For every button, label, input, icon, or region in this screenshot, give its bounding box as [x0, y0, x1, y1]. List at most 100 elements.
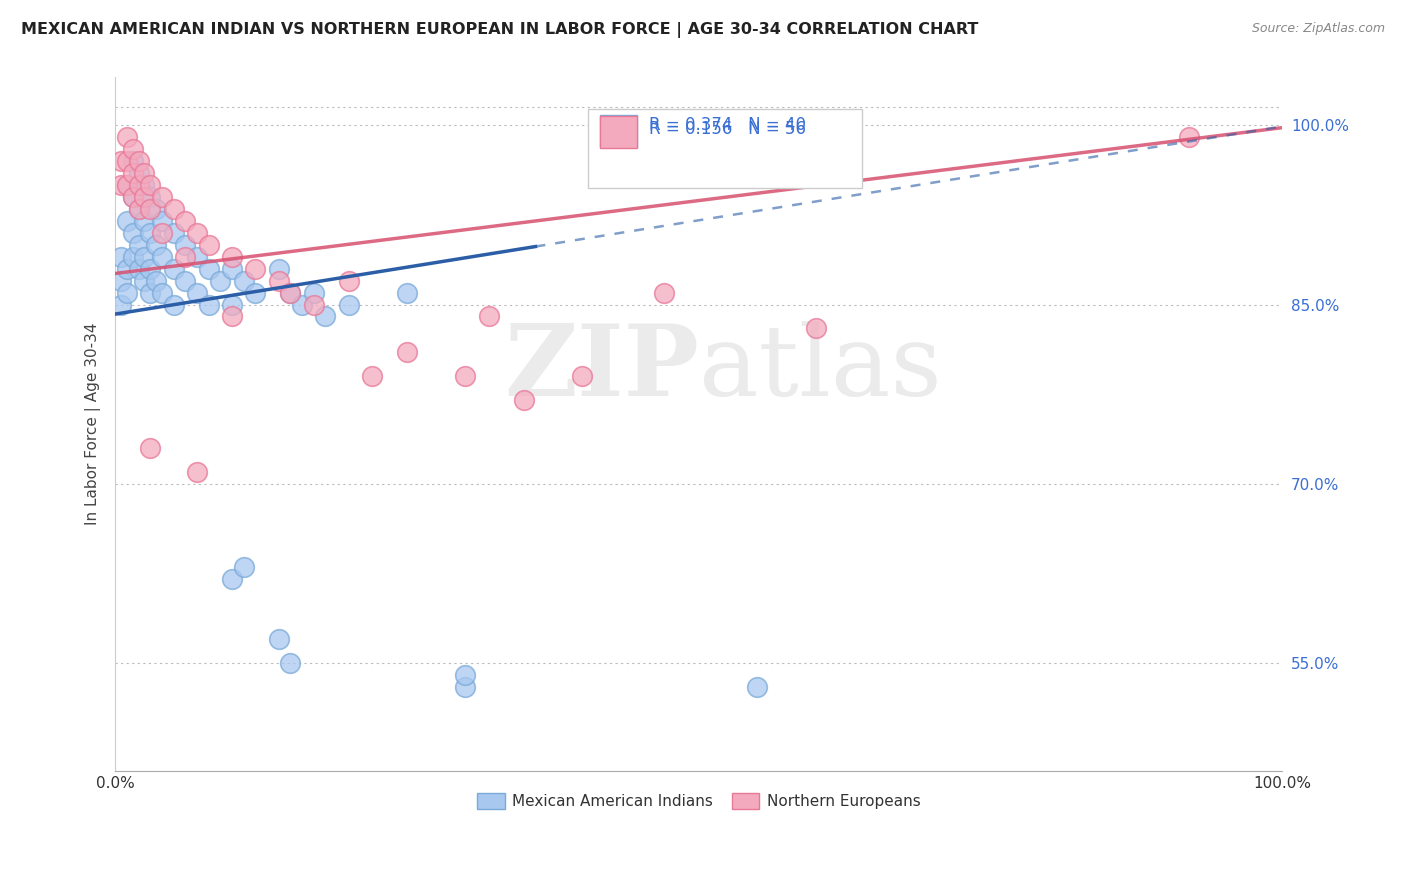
Point [121, 142, 143, 156]
Point [395, 345, 418, 359]
Text: R = 0.374   N = 40: R = 0.374 N = 40 [648, 116, 806, 135]
Point [291, 297, 314, 311]
Point [278, 656, 301, 670]
Point [209, 274, 232, 288]
Point [232, 274, 254, 288]
Point [139, 190, 162, 204]
Point [513, 393, 536, 408]
FancyBboxPatch shape [599, 115, 637, 146]
Point [128, 202, 150, 216]
Point [139, 178, 162, 192]
Point [221, 261, 243, 276]
Point [121, 250, 143, 264]
Point [134, 214, 156, 228]
Point [278, 285, 301, 300]
Point [571, 369, 593, 384]
Point [278, 285, 301, 300]
Point [115, 214, 138, 228]
Point [267, 274, 290, 288]
Point [145, 202, 167, 216]
Point [652, 285, 675, 300]
Point [128, 178, 150, 192]
Point [110, 297, 132, 311]
Point [110, 178, 132, 192]
Point [162, 202, 184, 216]
Point [128, 202, 150, 216]
Y-axis label: In Labor Force | Age 30-34: In Labor Force | Age 30-34 [86, 323, 101, 525]
Point [128, 237, 150, 252]
Point [747, 680, 769, 694]
Point [145, 237, 167, 252]
Text: ZIP: ZIP [503, 320, 699, 417]
Point [361, 369, 384, 384]
Point [245, 285, 267, 300]
Point [150, 285, 173, 300]
Point [197, 297, 219, 311]
Point [145, 274, 167, 288]
Point [162, 226, 184, 240]
Point [150, 250, 173, 264]
Point [221, 310, 243, 324]
Point [221, 297, 243, 311]
Point [162, 297, 184, 311]
Point [337, 297, 360, 311]
Point [174, 274, 197, 288]
Point [134, 274, 156, 288]
Point [221, 250, 243, 264]
Point [139, 285, 162, 300]
Point [110, 274, 132, 288]
Text: atlas: atlas [699, 321, 942, 417]
Point [221, 573, 243, 587]
Point [134, 178, 156, 192]
Point [134, 166, 156, 180]
Text: MEXICAN AMERICAN INDIAN VS NORTHERN EUROPEAN IN LABOR FORCE | AGE 30-34 CORRELAT: MEXICAN AMERICAN INDIAN VS NORTHERN EURO… [21, 22, 979, 38]
Point [128, 261, 150, 276]
Point [139, 202, 162, 216]
Point [314, 310, 336, 324]
Point [1178, 130, 1201, 145]
Point [115, 178, 138, 192]
Point [134, 250, 156, 264]
Point [128, 154, 150, 169]
Point [110, 250, 132, 264]
Point [139, 261, 162, 276]
Point [128, 166, 150, 180]
Point [302, 285, 325, 300]
Point [121, 154, 143, 169]
Point [454, 668, 477, 682]
FancyBboxPatch shape [588, 109, 862, 188]
Point [186, 285, 208, 300]
Point [174, 250, 197, 264]
Point [162, 261, 184, 276]
Point [245, 261, 267, 276]
Text: R = 0.156   N = 56: R = 0.156 N = 56 [648, 120, 806, 137]
Point [121, 190, 143, 204]
Point [337, 274, 360, 288]
Point [174, 237, 197, 252]
Point [454, 369, 477, 384]
Point [121, 166, 143, 180]
Point [267, 261, 290, 276]
Point [186, 226, 208, 240]
Point [121, 226, 143, 240]
Point [139, 226, 162, 240]
Point [186, 250, 208, 264]
Point [121, 190, 143, 204]
Point [139, 441, 162, 455]
Point [804, 321, 827, 335]
Point [267, 632, 290, 647]
Point [395, 285, 418, 300]
Point [302, 297, 325, 311]
Point [134, 190, 156, 204]
Legend: Mexican American Indians, Northern Europeans: Mexican American Indians, Northern Europ… [471, 787, 927, 815]
Point [115, 130, 138, 145]
Point [197, 261, 219, 276]
Point [115, 261, 138, 276]
Point [454, 680, 477, 694]
Point [150, 214, 173, 228]
Point [150, 190, 173, 204]
Point [115, 178, 138, 192]
FancyBboxPatch shape [599, 116, 637, 148]
Point [150, 226, 173, 240]
Point [110, 154, 132, 169]
